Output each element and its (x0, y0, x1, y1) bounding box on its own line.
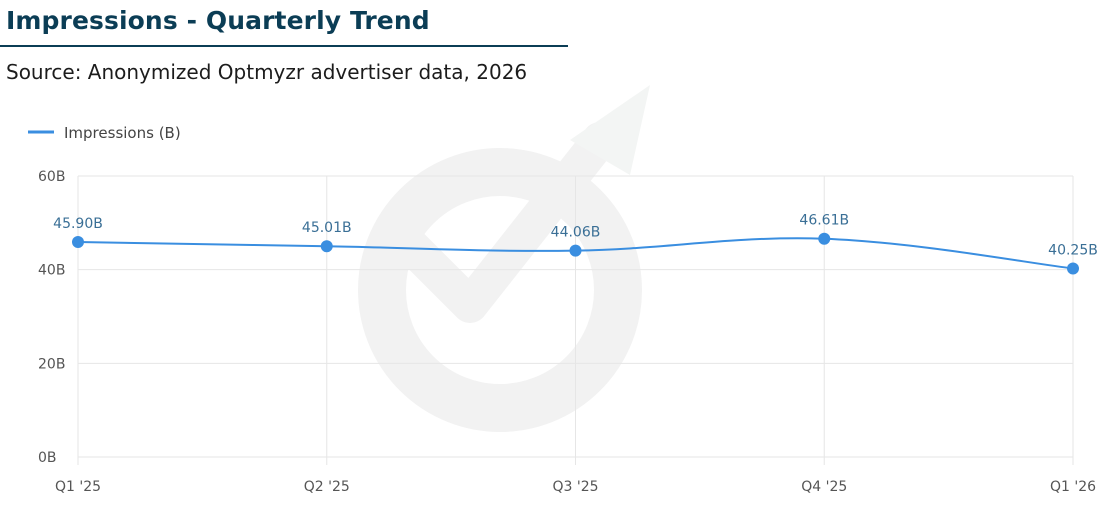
y-tick-label: 20B (38, 356, 65, 372)
legend-label: Impressions (B) (64, 124, 181, 142)
axes: 0B 20B 40B 60B Q1 '25 Q2 '25 Q3 '25 Q4 '25 Q1 '2… (38, 169, 1096, 495)
x-tick-label: Q1 '26 (1050, 479, 1096, 495)
x-tick-label: Q3 '25 (552, 479, 598, 495)
x-tick-label: Q4 '25 (801, 479, 847, 495)
chart-subtitle: Source: Anonymized Optmyzr advertiser da… (6, 60, 528, 84)
optmyzr-logo-watermark (358, 85, 650, 432)
data-label: 40.25B (1048, 242, 1098, 258)
gridlines (77, 175, 1074, 465)
data-point (569, 244, 582, 257)
x-tick-label: Q1 '25 (55, 479, 101, 495)
data-point (1067, 262, 1079, 275)
title-underline (0, 45, 568, 47)
x-tick-label: Q2 '25 (304, 479, 350, 495)
data-label: 46.61B (799, 213, 849, 229)
y-tick-label: 40B (38, 263, 65, 279)
series: 45.90B 45.01B 44.06B 46.61B 40.25B (53, 213, 1098, 275)
chart-title: Impressions - Quarterly Trend (6, 6, 430, 35)
data-label: 44.06B (551, 225, 601, 241)
data-label: 45.01B (302, 220, 352, 236)
y-tick-label: 0B (38, 450, 57, 466)
data-point (72, 236, 84, 249)
y-tick-label: 60B (38, 169, 65, 185)
data-point (320, 240, 333, 253)
data-label: 45.90B (53, 216, 103, 232)
data-point (818, 232, 831, 245)
legend: Impressions (B) (28, 124, 181, 142)
